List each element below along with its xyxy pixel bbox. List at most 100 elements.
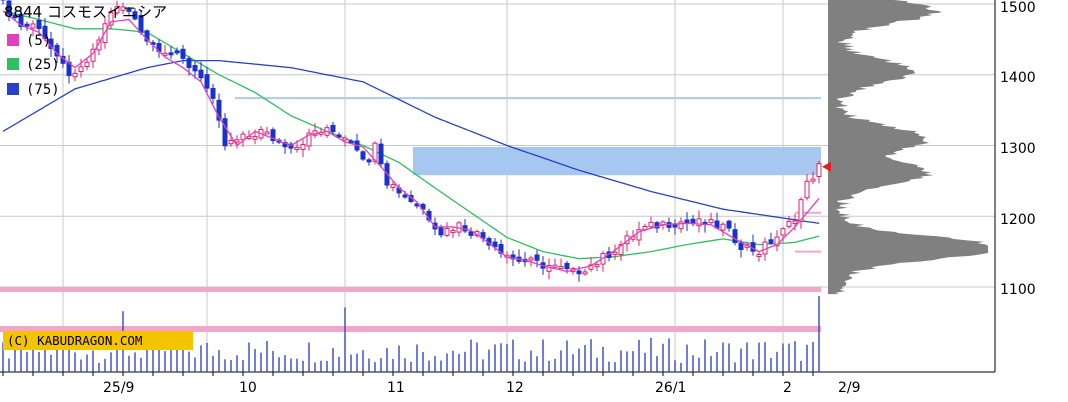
price-overlays <box>0 97 821 332</box>
candle-body <box>678 221 684 230</box>
legend-swatch-ma25 <box>7 58 19 70</box>
candle-body <box>618 244 624 255</box>
candle-body <box>132 11 138 20</box>
candle-body <box>732 229 738 244</box>
candle-body <box>636 229 642 241</box>
candle-body <box>108 12 114 26</box>
legend-swatch-ma5 <box>7 34 19 46</box>
candle-body <box>762 241 768 255</box>
candle-body <box>186 58 192 68</box>
candle-body <box>390 184 396 188</box>
candle-body <box>264 131 270 135</box>
candle-body <box>780 228 786 236</box>
candle-body <box>294 146 300 150</box>
current-price-marker-icon <box>822 161 831 172</box>
candle-body <box>810 178 816 182</box>
candle-body <box>534 254 540 261</box>
legend: (5) (25) (75) <box>7 33 60 98</box>
chart-title: 8844 コスモスイニシア <box>4 3 167 21</box>
candlesticks <box>0 0 822 282</box>
candle-body <box>582 271 588 275</box>
copyright-badge: (C) KABUDRAGON.COM <box>3 331 193 350</box>
legend-label-ma25: (25) <box>26 57 60 73</box>
legend-swatch-ma75 <box>7 83 19 95</box>
candle-body <box>402 194 408 198</box>
candle-body <box>24 23 30 27</box>
candle-body <box>738 242 744 250</box>
x-tick-label: 2/9 <box>838 380 861 396</box>
candle-body <box>372 142 378 162</box>
candle-body <box>696 218 702 227</box>
candle-body <box>342 137 348 141</box>
candle-body <box>12 14 18 19</box>
candle-body <box>210 87 216 99</box>
volume-profile <box>828 0 988 295</box>
x-tick-label: 12 <box>506 380 524 396</box>
candle-body <box>594 264 600 268</box>
candle-body <box>450 230 456 234</box>
copyright-badge-bg <box>3 331 193 350</box>
x-tick-label: 26/1 <box>655 380 686 396</box>
candle-body <box>228 139 234 145</box>
candle-body <box>708 219 714 224</box>
volume-profile-area <box>828 0 988 295</box>
candle-body <box>558 266 564 270</box>
candle-body <box>204 74 210 89</box>
candle-body <box>546 264 552 272</box>
candle-body <box>306 132 312 147</box>
candle-body <box>612 251 618 255</box>
legend-label-ma5: (5) <box>26 33 51 49</box>
candle-body <box>798 199 804 222</box>
candle-body <box>528 257 534 261</box>
y-tick-label: 1400 <box>1000 70 1036 86</box>
ma75-path <box>2 59 820 224</box>
candle-body <box>168 52 174 56</box>
candle-body <box>576 270 582 275</box>
candle-body <box>468 231 474 236</box>
x-tick-label: 11 <box>387 380 405 396</box>
copyright-text: (C) KABUDRAGON.COM <box>7 333 142 348</box>
candle-body <box>768 239 774 244</box>
candle-body <box>648 221 654 228</box>
candle-body <box>720 223 726 231</box>
ma5-line <box>2 10 820 273</box>
candle-body <box>330 124 336 133</box>
resistance-zone <box>413 146 821 176</box>
y-tick-label: 1300 <box>1000 141 1036 157</box>
candle-body <box>72 72 78 78</box>
support-band <box>0 287 821 292</box>
candle-body <box>222 118 228 147</box>
y-tick-label: 1200 <box>1000 212 1036 228</box>
candle-body <box>240 133 246 141</box>
ma5-path <box>2 10 820 273</box>
candle-body <box>438 226 444 236</box>
candle-body <box>300 144 306 150</box>
candle-body <box>726 220 732 229</box>
candle-body <box>690 218 696 224</box>
candle-body <box>216 99 222 121</box>
y-tick-label: 1500 <box>1000 0 1036 16</box>
candle-body <box>378 143 384 165</box>
candle-body <box>684 219 690 224</box>
candle-body <box>774 236 780 247</box>
candle-body <box>756 254 762 258</box>
candle-body <box>30 23 36 29</box>
candle-body <box>336 134 342 138</box>
candle-body <box>18 13 24 27</box>
candle-body <box>270 129 276 142</box>
candle-body <box>96 39 102 51</box>
candle-body <box>114 6 120 14</box>
candle-body <box>366 159 372 163</box>
candle-body <box>252 136 258 140</box>
candle-body <box>180 48 186 59</box>
x-tick-label: 2 <box>783 380 792 396</box>
volume-reference-band <box>0 326 821 332</box>
candle-body <box>174 50 180 54</box>
candle-body <box>84 61 90 68</box>
candle-body <box>564 262 570 270</box>
x-axis: 25/9 10 11 12 26/1 2 2/9 <box>103 380 861 396</box>
candle-body <box>360 151 366 160</box>
candle-body <box>192 65 198 72</box>
candle-body <box>36 19 42 30</box>
